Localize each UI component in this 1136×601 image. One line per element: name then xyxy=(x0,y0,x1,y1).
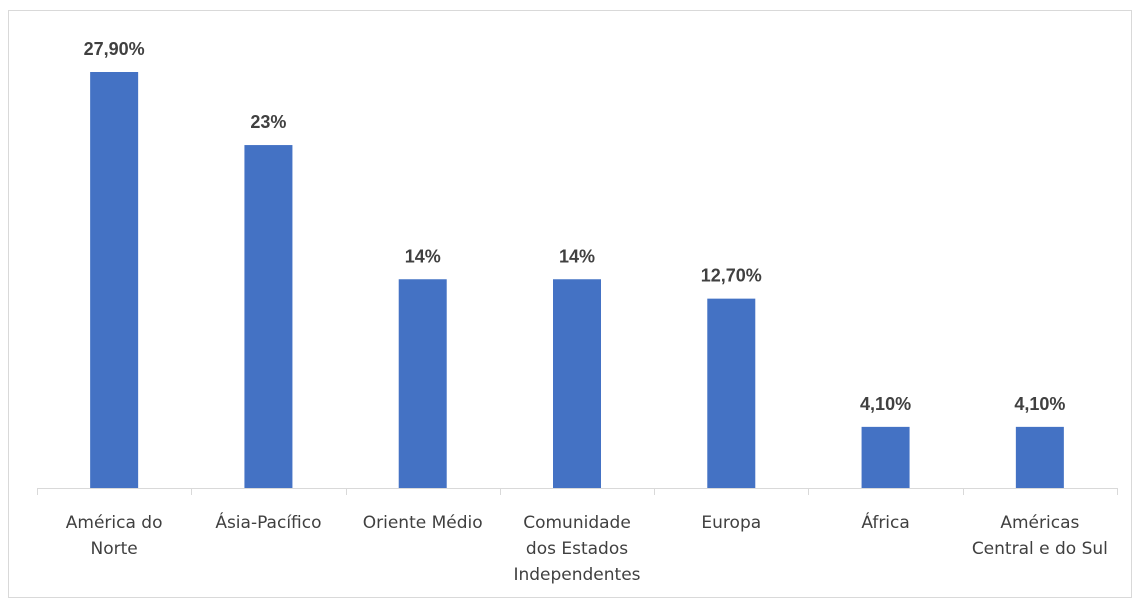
data-label-1: 23% xyxy=(250,112,286,132)
bar-6 xyxy=(1015,426,1064,488)
bar-5 xyxy=(861,426,910,488)
data-label-4: 12,70% xyxy=(701,266,762,286)
data-label-6: 4,10% xyxy=(1014,394,1065,414)
x-tick-label-6: Américas Central e do Sul xyxy=(972,513,1108,559)
x-tick-labels-group: América do Norte Ásia-Pacífico Oriente Médi… xyxy=(66,511,1108,585)
data-label-5: 4,10% xyxy=(860,394,911,414)
x-tick-label-5: África xyxy=(861,511,910,533)
x-axis xyxy=(37,488,1118,495)
data-label-0: 27,90% xyxy=(84,39,145,59)
data-labels-group: 27,90% 23% 14% 14% 12,70% 4,10% 4,10% xyxy=(84,39,1066,414)
x-tick-label-3: Comunidade dos Estados Independentes xyxy=(513,513,640,585)
x-tick-label-2: Oriente Médio xyxy=(363,513,483,533)
bars-group xyxy=(90,72,1064,489)
x-tick-label-4: Europa xyxy=(701,513,761,533)
x-tick-label-1: Ásia-Pacífico xyxy=(215,511,321,533)
data-label-3: 14% xyxy=(559,246,595,266)
bar-0 xyxy=(90,72,139,488)
bar-4 xyxy=(707,298,756,488)
x-tick-label-0: América do Norte xyxy=(66,513,163,559)
data-label-2: 14% xyxy=(405,246,441,266)
bar-3 xyxy=(553,279,601,488)
bar-1 xyxy=(244,145,293,489)
bar-2 xyxy=(398,279,447,488)
